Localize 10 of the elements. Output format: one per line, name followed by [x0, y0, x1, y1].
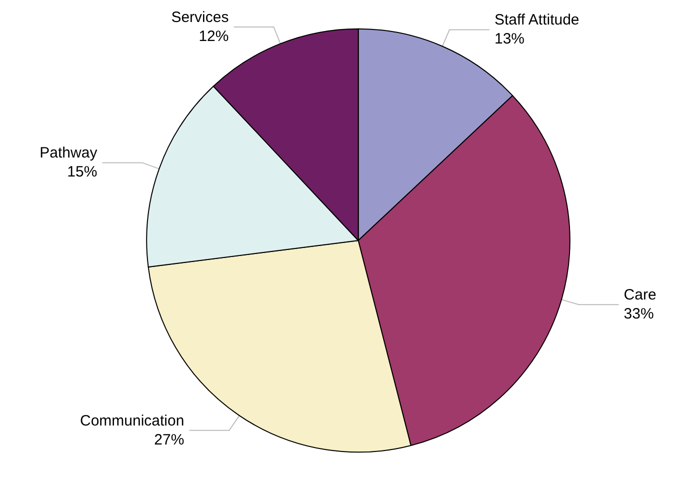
slice-label: Communication — [80, 412, 184, 430]
slice-label: Pathway — [40, 144, 98, 162]
slice-label: Services — [171, 8, 229, 26]
data-label: 15% — [67, 164, 98, 181]
slice-label: Staff Attitude — [494, 12, 580, 29]
data-label: 12% — [198, 28, 229, 45]
data-label: 33% — [624, 306, 654, 323]
slice-label: Care — [624, 286, 656, 304]
data-label: 13% — [494, 30, 525, 48]
data-label: 27% — [154, 431, 184, 448]
